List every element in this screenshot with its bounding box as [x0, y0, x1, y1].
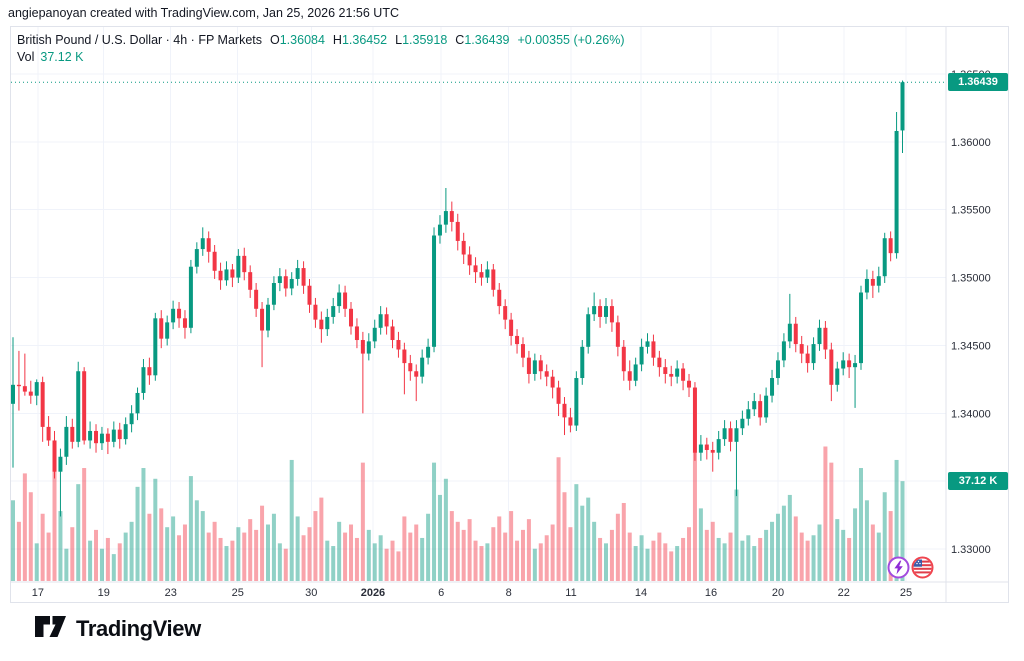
low-label: L [395, 33, 403, 47]
change-value: +0.00355 (+0.26%) [517, 33, 625, 47]
svg-text:22: 22 [838, 587, 850, 599]
svg-text:19: 19 [98, 587, 110, 599]
svg-text:2026: 2026 [361, 587, 385, 599]
chart-panel: 1.365001.360001.355001.350001.345001.340… [10, 26, 1009, 603]
legend-volume-row[interactable]: Vol 37.12 K [17, 49, 625, 65]
svg-text:25: 25 [900, 587, 912, 599]
high-label: H [332, 33, 342, 47]
last-price-badge: 1.36439 [948, 73, 1008, 92]
svg-text:20: 20 [772, 587, 784, 599]
svg-text:17: 17 [32, 587, 44, 599]
legend-symbol-row[interactable]: British Pound / U.S. Dollar · 4h · FP Ma… [17, 32, 625, 48]
svg-text:1.33000: 1.33000 [951, 544, 991, 556]
chart-legend: British Pound / U.S. Dollar · 4h · FP Ma… [17, 32, 625, 65]
svg-text:1.35500: 1.35500 [951, 205, 991, 217]
svg-text:16: 16 [705, 587, 717, 599]
volume-value: 37.12 K [40, 50, 84, 64]
volume-badge: 37.12 K [948, 472, 1008, 491]
tradingview-logo-text: TradingView [76, 615, 201, 641]
svg-text:11: 11 [565, 587, 576, 599]
svg-text:1.36000: 1.36000 [951, 137, 991, 149]
svg-text:30: 30 [305, 587, 317, 599]
symbol-title: British Pound / U.S. Dollar · 4h · FP Ma… [17, 33, 262, 47]
svg-text:23: 23 [165, 587, 177, 599]
svg-text:8: 8 [506, 587, 512, 599]
chart-plot-area[interactable]: 1.365001.360001.355001.350001.345001.340… [11, 27, 1008, 602]
svg-text:1.34500: 1.34500 [951, 340, 991, 352]
low-value: 1.35918 [402, 33, 448, 47]
open-label: O [270, 33, 280, 47]
close-label: C [455, 33, 465, 47]
svg-text:14: 14 [635, 587, 647, 599]
svg-text:25: 25 [232, 587, 244, 599]
economic-event-lightning-icon[interactable] [887, 556, 910, 579]
volume-label: Vol [17, 50, 35, 64]
tradingview-logo[interactable]: TradingView [34, 615, 201, 642]
candles-layer [11, 80, 905, 517]
close-value: 1.36439 [464, 33, 510, 47]
svg-text:1.34000: 1.34000 [951, 408, 991, 420]
us-flag-event-icon[interactable] [911, 556, 934, 579]
volume-bars-layer [11, 446, 905, 581]
svg-text:1.35000: 1.35000 [951, 273, 991, 285]
time-axis[interactable]: 17 19 23 25 30 2026 6 8 11 14 16 20 22 25 [32, 587, 912, 599]
svg-text:6: 6 [438, 587, 444, 599]
tradingview-logo-icon [35, 616, 66, 637]
open-value: 1.36084 [279, 33, 325, 47]
attribution-text: angiepanoyan created with TradingView.co… [8, 6, 399, 20]
high-value: 1.36452 [341, 33, 388, 47]
